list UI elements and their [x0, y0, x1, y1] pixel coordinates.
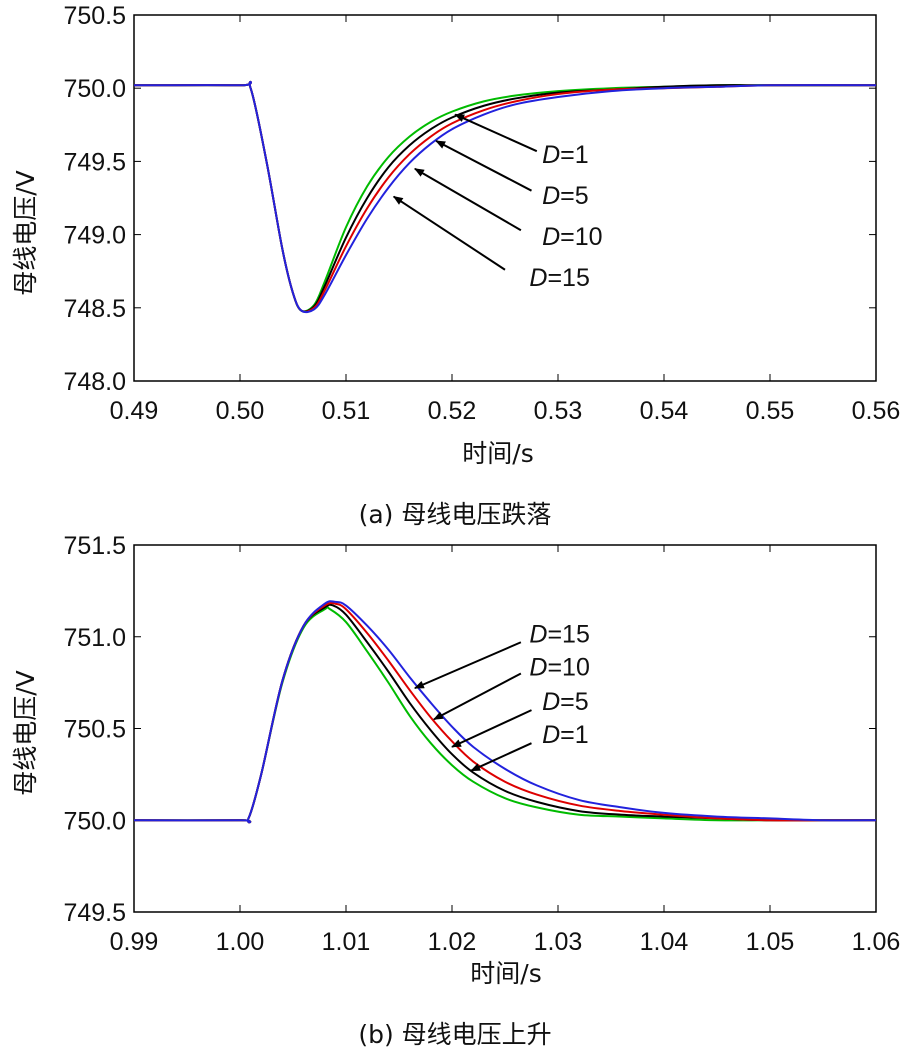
series-line-d-5 — [133, 603, 876, 824]
x-tick-label: 0.50 — [216, 397, 265, 425]
x-tick-label: 1.01 — [322, 928, 371, 956]
series-line-d-10 — [133, 80, 877, 313]
x-tick-label: 1.05 — [746, 928, 795, 956]
y-tick-label: 750.5 — [63, 2, 126, 30]
series-label-d-5: D=5 — [542, 688, 589, 716]
y-tick-label: 748.5 — [63, 295, 126, 323]
series-label-d-10: D=10 — [542, 223, 602, 251]
x-tick-label: 1.04 — [640, 928, 689, 956]
x-tick-label: 1.06 — [852, 928, 901, 956]
x-tick-label: 0.49 — [110, 397, 159, 425]
series-a — [133, 80, 877, 314]
y-tick-label: 750.5 — [63, 716, 126, 744]
x-tick-label: 0.51 — [322, 397, 371, 425]
y-tick-label: 749.5 — [63, 148, 126, 176]
series-label-d-5: D=5 — [542, 182, 589, 210]
y-tick-label: 751.5 — [63, 532, 126, 560]
series-b — [133, 600, 877, 824]
arrow-d-5 — [451, 709, 532, 748]
x-tick-label: 0.53 — [534, 397, 583, 425]
x-tick-label: 1.00 — [216, 928, 265, 956]
series-label-d-1: D=1 — [542, 721, 589, 749]
y-tick-label: 750.0 — [63, 807, 126, 835]
caption-b: (b) 母线电压上升 — [358, 1020, 551, 1049]
arrow-d-15 — [413, 641, 522, 690]
arrow-d-10 — [414, 167, 522, 232]
y-tick-label: 749.0 — [63, 222, 126, 250]
y-axis-label-a: 母线电压/V — [11, 170, 40, 296]
series-line-d-10 — [133, 602, 876, 824]
ticks-a: 0.49 0.50 0.51 0.52 0.53 0.54 0.55 0.56 748.0 748… — [63, 2, 900, 425]
ticks-b: 0.99 1.00 1.01 1.02 1.03 1.04 1.05 1.06 749.5 750… — [63, 532, 900, 956]
series-line-d-15 — [133, 600, 877, 824]
x-axis-label-a: 时间/s — [462, 439, 533, 468]
annotations-a: D=1 D=5 D=10 D=15 — [392, 113, 603, 292]
arrow-d-5 — [435, 140, 532, 192]
x-tick-label: 0.99 — [110, 928, 159, 956]
y-axis-label-b: 母线电压/V — [11, 670, 40, 796]
x-tick-label: 0.52 — [428, 397, 477, 425]
x-tick-label: 0.55 — [746, 397, 795, 425]
chart-a: 0.49 0.50 0.51 0.52 0.53 0.54 0.55 0.56 748.0 748… — [11, 2, 900, 529]
series-line-d-15 — [133, 80, 877, 314]
x-tick-label: 1.02 — [428, 928, 477, 956]
caption-a: (a) 母线电压跌落 — [359, 500, 552, 529]
series-label-d-15: D=15 — [529, 264, 589, 292]
x-tick-label: 1.03 — [534, 928, 583, 956]
x-axis-label-b: 时间/s — [470, 959, 541, 988]
arrow-d-1 — [454, 113, 538, 153]
annotations-b: D=15 D=10 D=5 D=1 — [413, 620, 590, 772]
arrow-d-15 — [392, 195, 506, 271]
series-label-d-10: D=10 — [529, 653, 589, 681]
series-line-d-1 — [133, 80, 876, 313]
chart-b: 0.99 1.00 1.01 1.02 1.03 1.04 1.05 1.06 749.5 750… — [11, 532, 900, 1049]
series-label-d-1: D=1 — [542, 141, 589, 169]
y-tick-label: 748.0 — [63, 368, 126, 396]
plot-frame-b — [133, 544, 877, 913]
x-tick-label: 0.54 — [640, 397, 689, 425]
y-tick-label: 749.5 — [63, 899, 126, 927]
arrow-d-10 — [433, 672, 522, 721]
y-tick-label: 750.0 — [63, 75, 126, 103]
y-tick-label: 751.0 — [63, 624, 126, 652]
x-tick-label: 0.56 — [852, 397, 901, 425]
series-label-d-15: D=15 — [529, 620, 589, 648]
plot-frame-a — [133, 14, 877, 382]
series-line-d-5 — [133, 80, 876, 313]
arrow-d-1 — [470, 742, 532, 772]
